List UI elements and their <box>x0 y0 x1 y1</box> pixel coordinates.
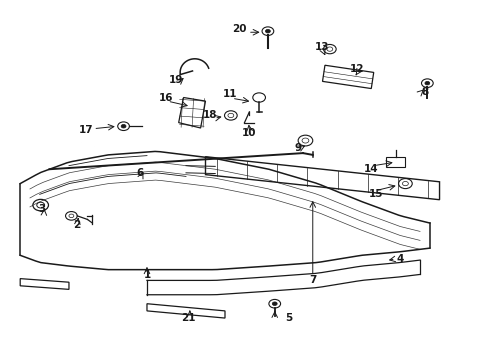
Text: 5: 5 <box>284 313 291 323</box>
Text: 13: 13 <box>315 42 329 52</box>
Text: 8: 8 <box>421 87 427 97</box>
Text: 9: 9 <box>294 143 301 153</box>
Text: 1: 1 <box>143 270 150 280</box>
Circle shape <box>265 30 270 33</box>
Text: 19: 19 <box>169 75 183 85</box>
Circle shape <box>424 81 429 85</box>
Text: 17: 17 <box>79 125 93 135</box>
Text: 2: 2 <box>73 220 80 230</box>
Text: 16: 16 <box>159 93 173 103</box>
Text: 21: 21 <box>181 313 195 323</box>
Text: 3: 3 <box>39 204 46 214</box>
Text: 14: 14 <box>363 164 378 174</box>
Text: 4: 4 <box>396 254 404 264</box>
Circle shape <box>272 302 277 306</box>
Circle shape <box>121 125 126 128</box>
Text: 15: 15 <box>368 189 383 199</box>
Text: 10: 10 <box>242 129 256 138</box>
Text: 11: 11 <box>222 89 237 99</box>
Text: 6: 6 <box>136 168 143 178</box>
Text: 7: 7 <box>308 275 316 285</box>
Text: 20: 20 <box>232 24 246 35</box>
Text: 12: 12 <box>349 64 363 74</box>
Text: 18: 18 <box>203 111 217 121</box>
